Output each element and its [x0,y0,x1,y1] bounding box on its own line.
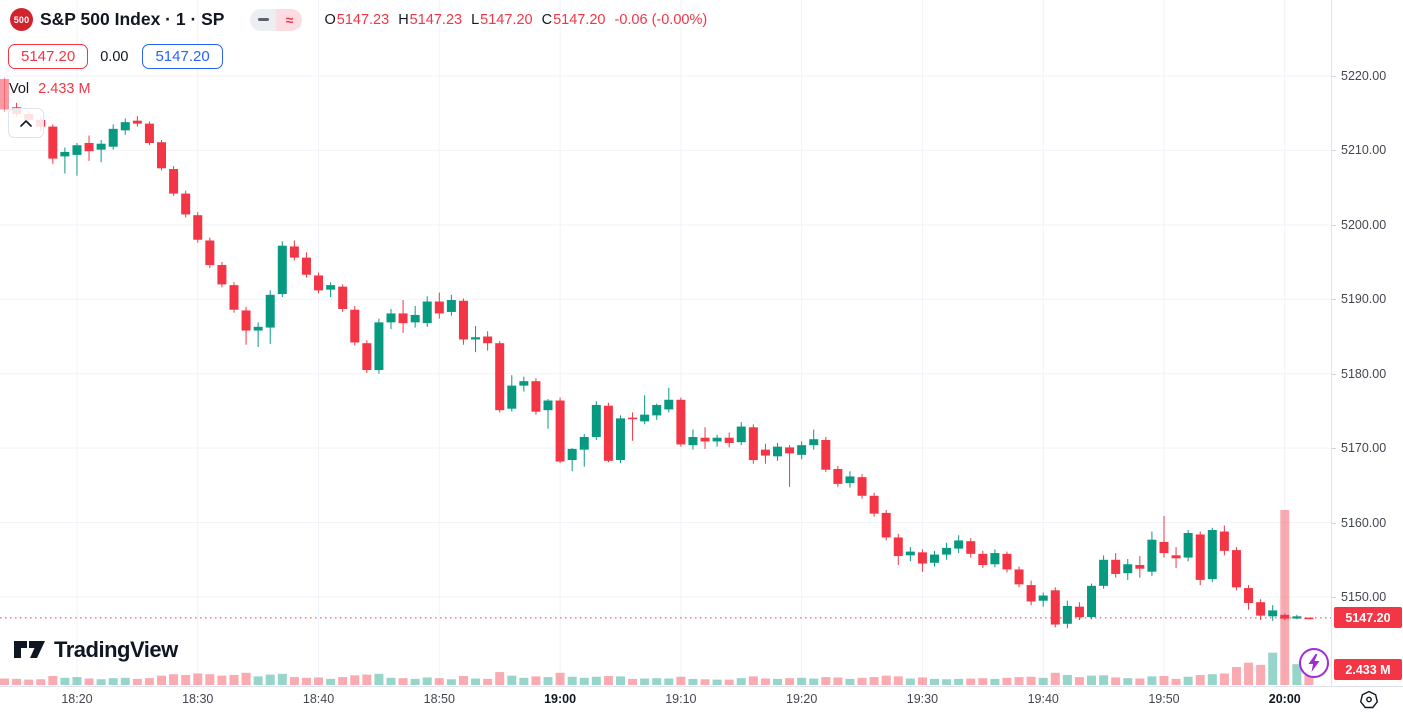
price-tick-label: 5170.00 [1341,441,1387,456]
time-tick-label: 19:20 [786,692,818,706]
price-tick-mark [1332,224,1336,226]
ohlc-low-label: L [471,11,480,28]
time-tick-label: 18:40 [302,692,335,706]
price-tick-label: 5160.00 [1341,515,1387,530]
price-tick-mark [1332,150,1336,152]
ohlc-high-value: 5147.23 [409,11,463,28]
price-tick-mark [1332,373,1336,375]
ohlc-high-label: H [398,11,409,28]
price-tick-label: 5200.00 [1341,217,1387,232]
time-tick-label: 19:30 [906,692,939,706]
buy-price-button[interactable]: 5147.20 [142,44,223,69]
time-tick-label: 18:30 [182,692,214,706]
symbol-title[interactable]: S&P 500 Index · 1 · SP [40,9,225,29]
chevron-up-icon [20,119,32,127]
price-tick-mark [1332,522,1336,524]
trade-buttons: 5147.20 0.00 5147.20 [8,44,223,69]
price-tick-label: 5220.00 [1341,69,1387,83]
current-volume-badge: 2.433 M [1334,659,1402,680]
price-tick-mark [1332,448,1336,450]
price-tick-mark [1332,597,1336,598]
market-status-button[interactable] [1356,688,1382,712]
time-tick-label: 19:50 [1148,692,1180,706]
tradingview-logo-text: TradingView [54,637,178,662]
heptagon-status-icon [1360,690,1378,709]
volume-value: 2.433 M [38,81,91,97]
symbol-logo-badge: 500 [10,8,33,31]
time-tick-label: 19:10 [665,692,697,706]
lightning-button[interactable] [1299,648,1329,678]
time-axis[interactable]: 18:20 18:30 18:40 18:50 19:00 19:10 19:20 19:30… [0,686,1403,712]
ohlc-close-label: C [541,11,553,28]
volume-indicator-legend[interactable]: Vol 2.433 M [9,81,91,97]
spread-value: 0.00 [100,48,129,65]
ohlc-open-value: 5147.23 [336,11,390,28]
flat-mode-toggle[interactable] [250,8,277,31]
tradingview-logo-icon [14,641,45,658]
time-tick-label: 18:50 [423,692,455,706]
time-tick-label: 18:20 [61,692,93,706]
price-tick-label: 5180.00 [1341,366,1387,381]
minus-icon [257,18,269,21]
chart-style-toggle[interactable]: ≈ [250,8,303,31]
change-value: -0.06 (-0.00%) [614,11,708,28]
ohlc-values: O 5147.23 H 5147.23 L 5147.20 C 5147.20 -0.0… [324,12,707,28]
tradingview-logo[interactable]: TradingView [14,637,178,663]
ohlc-open-label: O [324,11,336,28]
price-tick-mark [1332,299,1336,301]
time-tick-label: 20:00 [1268,692,1301,706]
approx-icon: ≈ [285,11,294,28]
time-tick-label: 19:00 [544,692,577,706]
collapse-pane-button[interactable] [8,108,44,138]
time-tick-label: 19:40 [1027,692,1059,706]
ohlc-low-value: 5147.20 [480,11,533,28]
price-tick-label: 5210.00 [1341,143,1387,158]
current-price-badge: 5147.20 [1334,607,1402,628]
price-tick-label: 5150.00 [1341,590,1387,604]
price-tick-label: 5190.00 [1341,292,1387,307]
lightning-icon [1308,654,1320,672]
price-axis[interactable]: 5147.20 2.433 M 5220.00 5210.00 5200.00 519… [1331,0,1403,686]
ohlc-close-value: 5147.20 [553,11,606,28]
sell-price-button[interactable]: 5147.20 [8,44,89,69]
approx-mode-toggle[interactable]: ≈ [276,8,303,31]
price-tick-mark [1332,76,1336,77]
volume-label: Vol [9,81,30,97]
